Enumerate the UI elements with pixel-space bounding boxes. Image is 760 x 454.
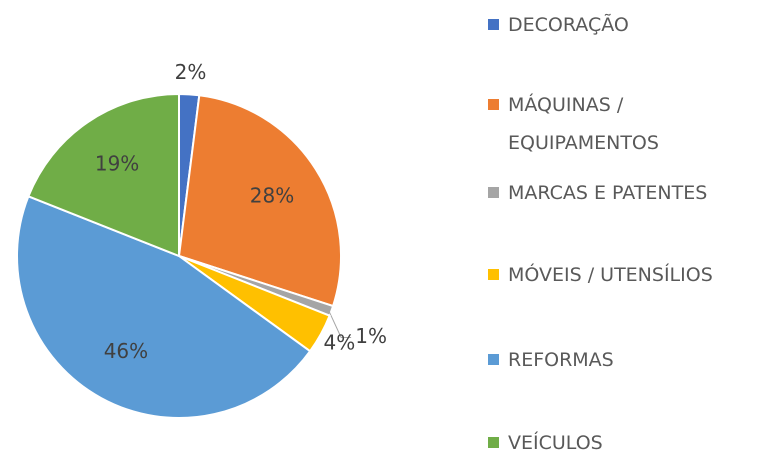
data-label: 28% [250, 183, 294, 207]
legend-swatch [488, 99, 499, 110]
legend-swatch [488, 354, 499, 365]
data-label: 2% [175, 60, 207, 84]
legend-item: MÓVEIS / UTENSÍLIOS [488, 256, 743, 294]
data-label: 19% [95, 151, 139, 175]
legend-swatch [488, 437, 499, 448]
leader-line [327, 309, 352, 338]
slice [16, 195, 312, 419]
legend-label: MÁQUINAS / EQUIPAMENTOS [508, 94, 659, 154]
legend-label: MARCAS E PATENTES [508, 182, 708, 204]
slice [177, 94, 342, 308]
data-label: 1% [355, 324, 387, 348]
data-label: 46% [104, 339, 148, 363]
slice [27, 92, 180, 258]
legend-item: MARCAS E PATENTES [488, 174, 743, 212]
legend-item: DECORAÇÃO [488, 6, 743, 44]
legend-label: DECORAÇÃO [508, 14, 629, 36]
legend-item: REFORMAS [488, 341, 743, 379]
legend-swatch [488, 269, 499, 280]
legend-swatch [488, 187, 499, 198]
legend-label: VEÍCULOS [508, 432, 603, 454]
legend-label: REFORMAS [508, 349, 614, 371]
legend-item: MÁQUINAS / EQUIPAMENTOS [488, 86, 743, 162]
legend-item: VEÍCULOS [488, 424, 743, 454]
data-label: 4% [324, 331, 356, 355]
legend-label: MÓVEIS / UTENSÍLIOS [508, 264, 713, 286]
legend-swatch [488, 19, 499, 30]
